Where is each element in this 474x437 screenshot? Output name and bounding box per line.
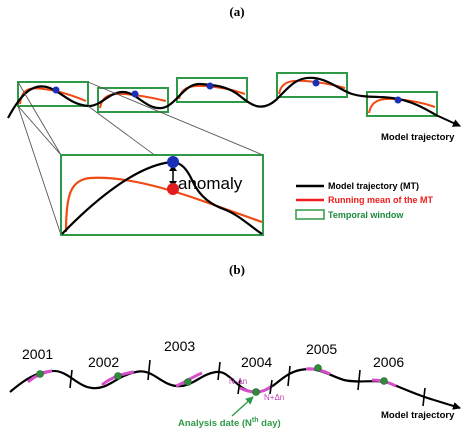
zoomed-temporal-window — [60, 154, 264, 236]
analysis-date-sup: th — [252, 417, 259, 424]
day-point-2006 — [380, 377, 388, 385]
year-label-2004: 2004 — [241, 354, 272, 370]
zoomed-blue-point — [167, 156, 179, 168]
year-label-2005: 2005 — [306, 341, 337, 357]
panel-b-label: (b) — [229, 262, 245, 277]
day-point-2004 — [252, 388, 260, 396]
year-label-2002: 2002 — [88, 354, 119, 370]
blue-point-4 — [312, 79, 320, 87]
legend-label-running-mean: Running mean of the MT — [328, 195, 433, 205]
blue-point-3 — [206, 82, 214, 90]
analysis-date-label: Analysis date (Nth day) — [178, 417, 281, 429]
analysis-date-prefix: Analysis date (N — [178, 418, 252, 429]
temporal-window-1 — [17, 81, 89, 107]
legend-label-window: Temporal window — [328, 210, 404, 220]
temporal-window-5 — [366, 91, 438, 117]
panel-a: (a) Model trajectory — [7, 4, 461, 236]
running-mean-segment-1 — [19, 87, 87, 105]
temporal-window-4 — [276, 72, 348, 98]
model-trajectory-b — [9, 368, 435, 402]
year-ticks — [69, 359, 426, 407]
blue-point-5 — [394, 96, 402, 104]
model-trajectory-a — [7, 76, 437, 119]
blue-points — [52, 79, 402, 104]
day-points — [36, 364, 388, 396]
zoomed-trajectory — [61, 161, 263, 235]
anomaly-label: anomaly — [178, 174, 243, 193]
panel-a-label: (a) — [229, 4, 244, 19]
temporal-window-2 — [97, 87, 169, 113]
zoomed-red-point — [167, 183, 179, 195]
temporal-window-3 — [176, 77, 248, 103]
model-trajectory-b-arrow — [433, 399, 461, 410]
model-trajectory-a-arrow — [435, 114, 461, 127]
analysis-date-arrow — [231, 396, 254, 417]
legend: Model trajectory (MT) Running mean of th… — [295, 181, 433, 220]
panel-b: (b) Model trajectory — [9, 262, 461, 429]
running-mean-segment-5 — [368, 97, 436, 114]
year-label-2001: 2001 — [22, 346, 53, 362]
day-point-2002 — [114, 372, 122, 380]
day-point-2005 — [314, 364, 322, 372]
blue-point-1 — [52, 86, 60, 94]
day-point-2003 — [184, 378, 192, 386]
legend-label-trajectory: Model trajectory (MT) — [328, 181, 419, 191]
year-label-2003: 2003 — [164, 338, 195, 354]
n-plus-label: N+Δn — [264, 393, 284, 402]
zoomed-running-mean — [64, 176, 263, 233]
year-labels: 2001 2002 2003 2004 2005 2006 — [22, 338, 404, 370]
model-trajectory-b-label: Model trajectory — [381, 410, 455, 421]
analysis-date-suffix: day) — [259, 418, 281, 429]
legend-swatch-window — [295, 209, 325, 220]
model-trajectory-a-label: Model trajectory — [381, 132, 455, 143]
temporal-windows — [17, 72, 438, 117]
day-point-2001 — [36, 370, 44, 378]
year-label-2006: 2006 — [373, 354, 404, 370]
n-minus-label: N-Δn — [229, 377, 247, 386]
blue-point-2 — [131, 90, 139, 98]
